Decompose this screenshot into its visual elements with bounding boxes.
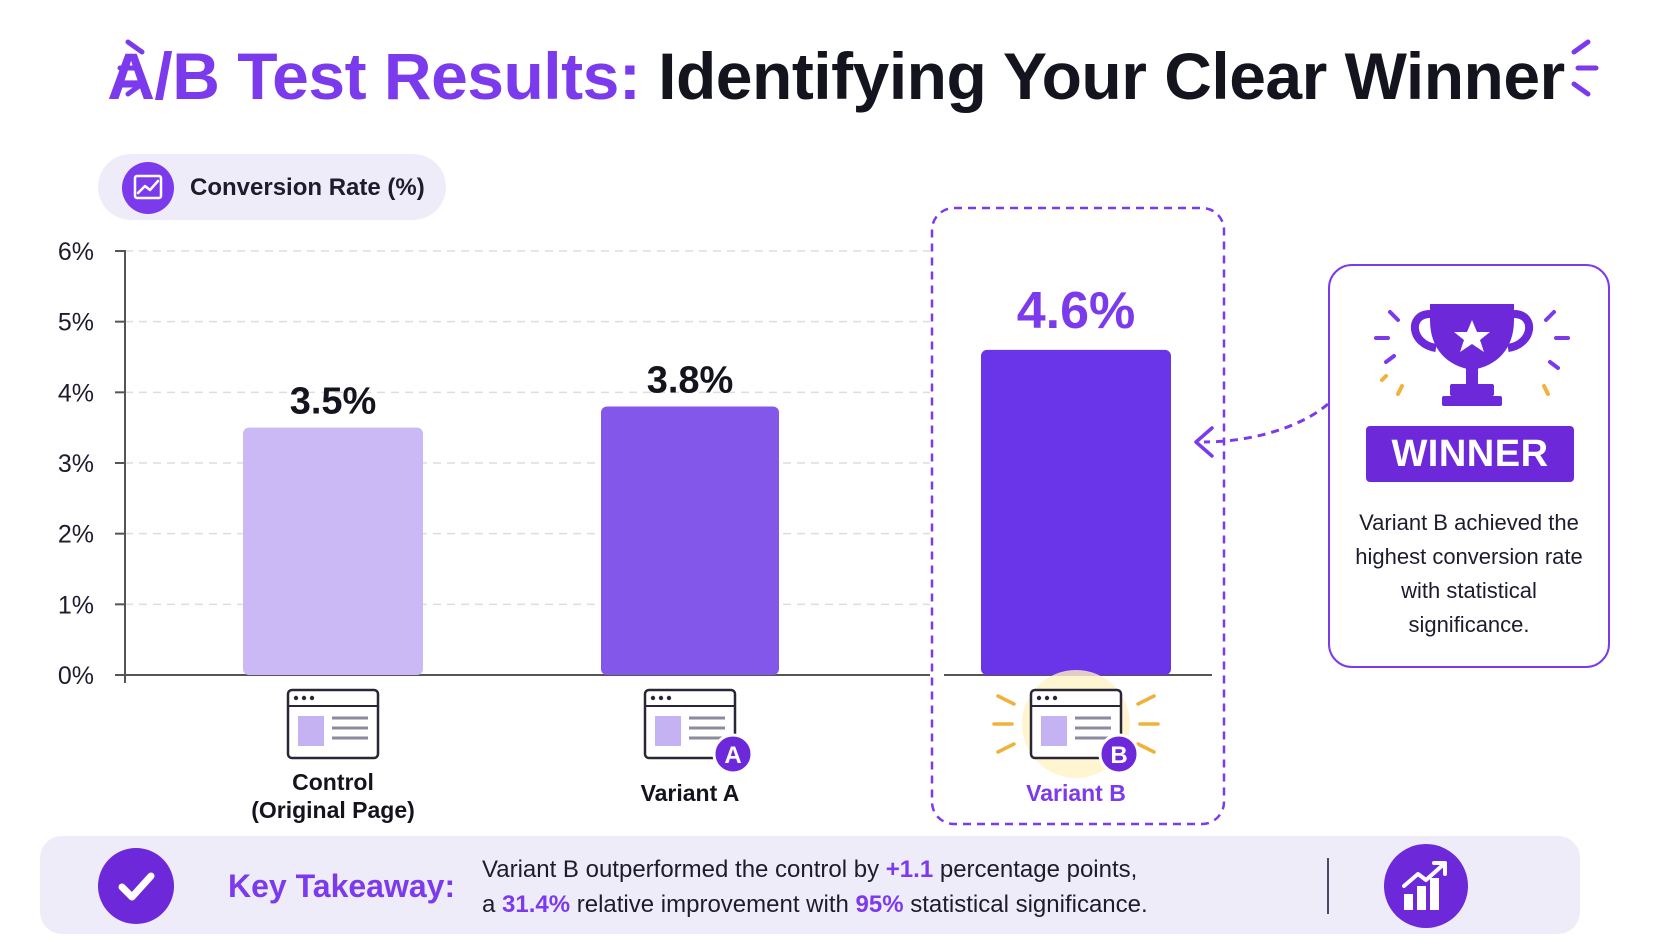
takeaway-relative-value: 31.4% xyxy=(502,891,571,918)
winner-badge: WINNER xyxy=(1366,426,1574,482)
webpage-icon-image xyxy=(655,716,681,746)
takeaway-significance-value: 95% xyxy=(855,891,904,918)
metric-pill: Conversion Rate (%) xyxy=(98,154,446,220)
bar xyxy=(243,427,423,675)
y-tick-label: 5% xyxy=(58,309,94,337)
webpage-icon-dot xyxy=(293,695,299,701)
takeaway-label: Key Takeaway: xyxy=(228,868,456,904)
metric-label: Conversion Rate (%) xyxy=(190,174,425,201)
webpage-icon-dot xyxy=(309,695,315,701)
category-label: Variant A xyxy=(641,780,740,806)
winner-dashed-frame xyxy=(930,206,1226,826)
chart-axes: 0% 1% 2% 3% 4% 5% 6% xyxy=(58,238,1212,690)
winner-arrow xyxy=(1203,402,1329,444)
webpage-icon-dot xyxy=(650,695,656,701)
webpage-icon-dot xyxy=(301,695,307,701)
takeaway-text-part: percentage points, xyxy=(933,856,1138,883)
winner-arrowhead xyxy=(1194,426,1214,458)
y-tick-label: 4% xyxy=(58,379,94,407)
y-tick-label: 1% xyxy=(58,591,94,619)
value-label: 3.8% xyxy=(647,359,734,401)
category-label: (Original Page) xyxy=(251,797,415,823)
page-title: A/B Test Results: Identifying Your Clear… xyxy=(0,38,1672,114)
variant-badge-letter: B xyxy=(1110,742,1127,769)
variant-badge-icon xyxy=(1098,733,1140,775)
webpage-icon-dot xyxy=(1036,695,1042,701)
variant-badge-icon xyxy=(712,733,754,775)
takeaway-text: Variant B outperformed the control by +1… xyxy=(482,852,1148,922)
title-rest: Identifying Your Clear Winner xyxy=(658,39,1565,113)
spark-icon xyxy=(996,694,1016,706)
takeaway-text-part: relative improvement with xyxy=(570,891,856,918)
webpage-icon-dot xyxy=(1052,695,1058,701)
trophy-icon xyxy=(1374,304,1570,406)
takeaway-divider xyxy=(1327,858,1329,914)
sparkle-left-icon xyxy=(117,39,145,97)
takeaway-line-1: Variant B outperformed the control by +1… xyxy=(482,852,1148,887)
trend-chart-icon xyxy=(122,162,174,214)
bars xyxy=(243,349,1171,675)
takeaway-text-part: a xyxy=(482,891,503,918)
winner-highlight xyxy=(930,206,1329,826)
bar xyxy=(601,406,779,675)
spark-icon xyxy=(996,742,1016,754)
title-accent: A/B Test Results: xyxy=(107,39,641,113)
takeaway-text-part: statistical significance. xyxy=(903,891,1148,918)
y-tick-label: 6% xyxy=(58,238,94,266)
spark-icon xyxy=(1136,694,1156,706)
key-takeaway-bar: Key Takeaway: Variant B outperformed the… xyxy=(40,836,1580,934)
webpage-icon-image xyxy=(298,716,324,746)
category-labels: Control(Original Page) A Variant A B Variant… xyxy=(251,670,1160,823)
sparkle-right-icon xyxy=(1571,39,1599,97)
y-tick-label: 3% xyxy=(58,450,94,478)
value-label: 4.6% xyxy=(1017,282,1136,340)
value-labels: 3.5% 3.8% 4.6% xyxy=(290,282,1136,423)
webpage-icon-dot xyxy=(666,695,672,701)
webpage-icon-dot xyxy=(658,695,664,701)
bar xyxy=(981,349,1171,675)
variant-badge-letter: A xyxy=(724,742,741,769)
takeaway-line-2: a 31.4% relative improvement with 95% st… xyxy=(482,887,1148,922)
takeaway-text-part: Variant B outperformed the control by xyxy=(482,856,886,883)
winner-description: Variant B achieved the highest conversio… xyxy=(1355,510,1583,637)
category-label: Control xyxy=(292,769,374,795)
category-label: Variant B xyxy=(1026,780,1126,806)
takeaway-points-value: +1.1 xyxy=(885,856,934,883)
check-icon xyxy=(98,848,174,924)
webpage-icon-dot xyxy=(1044,695,1050,701)
spark-icon xyxy=(1136,742,1156,754)
y-tick-label: 0% xyxy=(58,662,94,690)
webpage-icon-image xyxy=(1041,716,1067,746)
y-tick-label: 2% xyxy=(58,521,94,549)
growth-chart-icon xyxy=(1384,844,1468,928)
winner-card: WINNER Variant B achieved the highest co… xyxy=(1328,264,1610,668)
value-label: 3.5% xyxy=(290,381,377,423)
